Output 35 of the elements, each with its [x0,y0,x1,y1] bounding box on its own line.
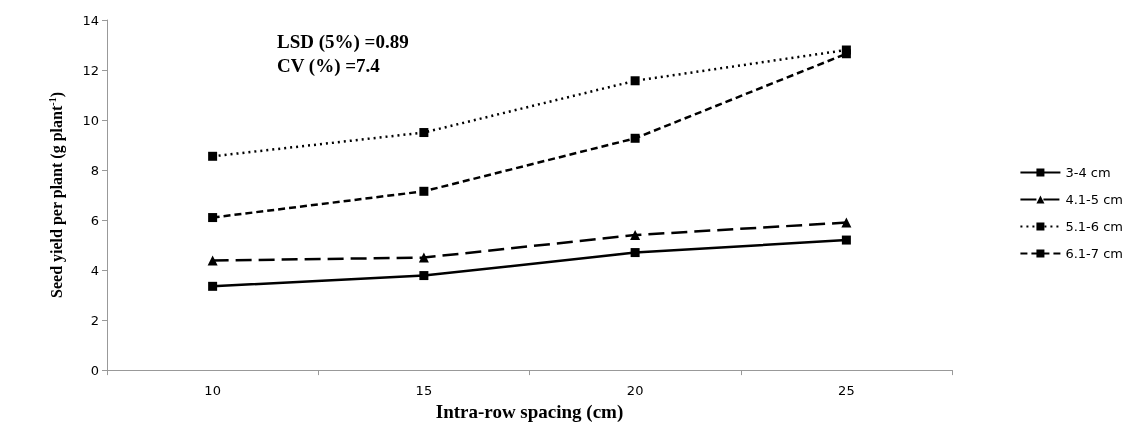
point [208,151,218,161]
annotation: CV (%) =7.4 [277,55,381,77]
y-tick-label: 10 [82,112,99,128]
x-tick-label: 10 [204,383,221,399]
point [419,128,429,138]
x-axis-title: Intra-row spacing (cm) [435,401,624,423]
y-tick-label: 2 [90,312,99,328]
point [630,133,640,143]
point [418,252,429,263]
point [841,49,851,59]
annotation: LSD (5%) =0.89 [277,31,409,53]
x-tick-label: 20 [626,383,644,399]
y-tick-label: 12 [82,62,99,78]
y-tick-label: 4 [90,262,99,278]
y-axis-title: Seed yield per plant (g plant-1) [46,91,66,298]
point [419,271,429,281]
point [841,235,851,245]
legend-label: 4.1-5 cm [1065,192,1124,207]
point [207,255,218,266]
legend-label: 5.1-6 cm [1065,219,1124,234]
point [208,281,218,291]
y-tick-label: 0 [90,362,99,378]
point [419,186,429,196]
y-tick-label: 6 [90,212,99,228]
point [841,217,852,228]
point [630,76,640,86]
point [630,248,640,258]
y-tick-label: 14 [82,12,99,28]
legend-label: 6.1-7 cm [1065,246,1124,261]
y-tick-label: 8 [90,162,99,178]
point [208,213,218,223]
x-tick-label: 15 [415,383,433,399]
x-tick-label: 25 [838,383,855,399]
point [630,230,641,241]
legend-label: 3-4 cm [1065,165,1111,180]
